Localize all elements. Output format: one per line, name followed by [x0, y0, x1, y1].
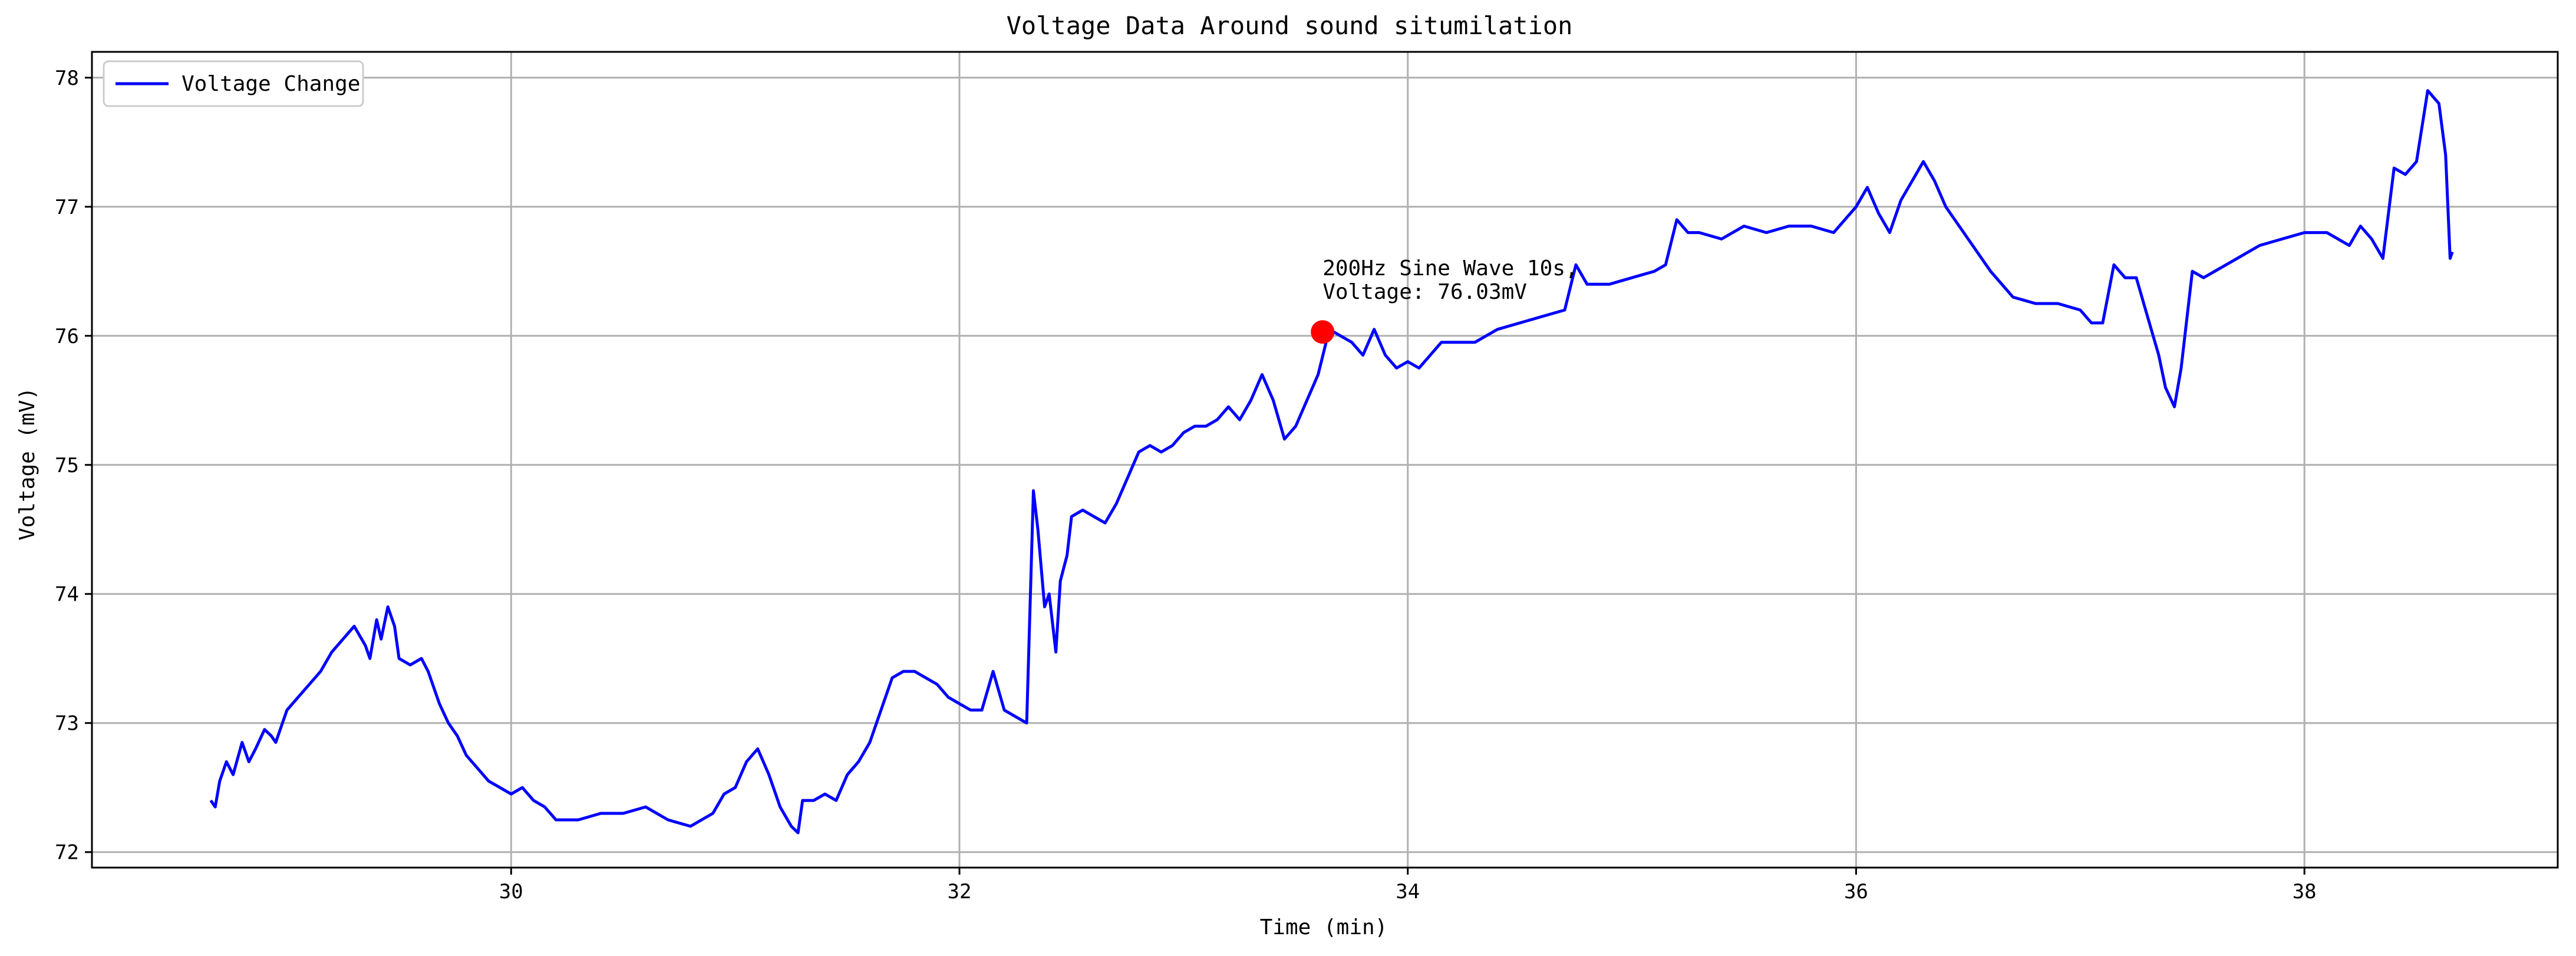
- x-tick-label: 30: [499, 880, 523, 904]
- annotation-marker: [1311, 320, 1335, 344]
- legend-box: [103, 60, 364, 107]
- annotation-text: 200Hz Sine Wave 10s,: [1322, 256, 1578, 281]
- x-axis: 30 32 34 36 38: [499, 868, 2317, 904]
- y-tick-label: 76: [55, 325, 79, 348]
- legend: Voltage Change: [103, 60, 364, 107]
- y-tick-label: 78: [55, 67, 79, 90]
- y-axis: 72 73 74 75 76 77 78: [55, 67, 92, 865]
- x-tick-label: 38: [2293, 880, 2317, 904]
- y-tick-label: 75: [55, 454, 79, 477]
- x-axis-label: Time (min): [1260, 915, 1388, 939]
- legend-label: Voltage Change: [182, 72, 360, 96]
- series-layer: [209, 89, 2454, 835]
- x-tick-label: 36: [1844, 880, 1868, 904]
- x-tick-label: 32: [948, 880, 972, 904]
- y-tick-label: 77: [55, 196, 79, 219]
- y-tick-label: 74: [55, 583, 79, 606]
- y-tick-label: 73: [55, 712, 79, 736]
- x-tick-label: 34: [1396, 880, 1420, 904]
- annotation-layer: 200Hz Sine Wave 10s,Voltage: 76.03mV: [1311, 256, 1578, 344]
- y-tick-label: 72: [55, 841, 79, 865]
- grid: [92, 52, 2558, 868]
- y-axis-label: Voltage (mV): [15, 387, 39, 540]
- annotation-text: Voltage: 76.03mV: [1322, 280, 1527, 304]
- chart-title: Voltage Data Around sound situmilation: [1007, 11, 1573, 40]
- series-line-voltage-change: [209, 89, 2454, 835]
- plot-frame: [91, 51, 2559, 869]
